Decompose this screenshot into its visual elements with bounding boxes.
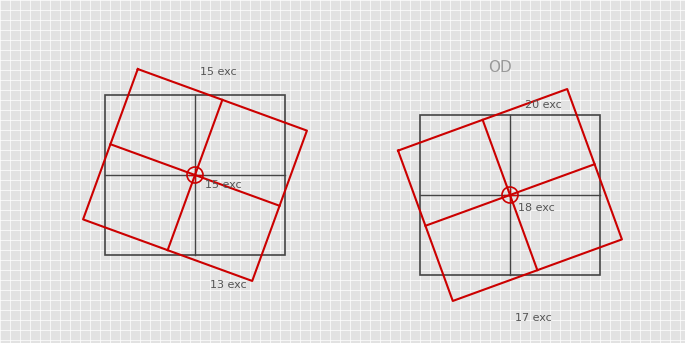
Text: 13 exc: 13 exc (210, 280, 247, 290)
Text: 18 exc: 18 exc (518, 203, 555, 213)
Text: 15 exc: 15 exc (200, 67, 236, 77)
Text: 15 exc: 15 exc (205, 180, 242, 190)
Bar (105, 95, 285, 255)
Text: OD: OD (488, 60, 512, 75)
Text: 20 exc: 20 exc (525, 100, 562, 110)
Bar (420, 115, 600, 275)
Text: 17 exc: 17 exc (515, 313, 551, 323)
